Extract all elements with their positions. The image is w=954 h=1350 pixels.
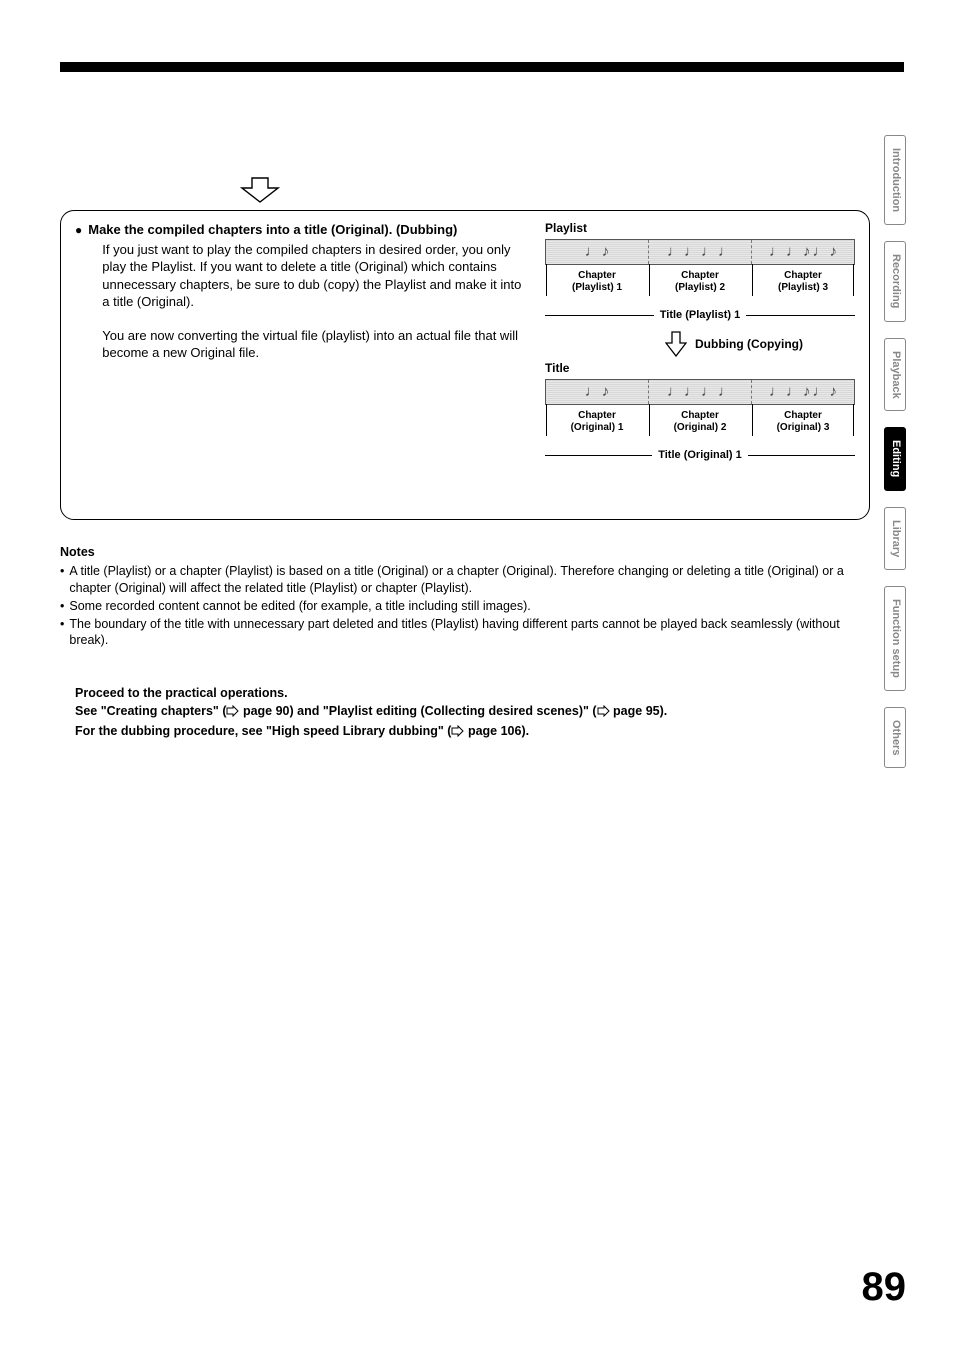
- down-arrow-icon: [240, 176, 280, 209]
- original-seg-2: ♩♩♩♩ Chapter(Original) 2: [649, 380, 752, 404]
- notes-section: Notes •A title (Playlist) or a chapter (…: [60, 544, 870, 650]
- tab-editing[interactable]: Editing: [884, 427, 906, 490]
- step-para-2: You are now converting the virtual file …: [88, 327, 525, 362]
- tab-playback[interactable]: Playback: [884, 338, 906, 412]
- dubbing-step-box: ● Make the compiled chapters into a titl…: [60, 210, 870, 520]
- page-ref-arrow-icon: [226, 704, 239, 722]
- page: ● Make the compiled chapters into a titl…: [0, 0, 954, 1350]
- playlist-title-label: Title (Playlist) 1: [545, 309, 855, 321]
- playlist-label: Playlist: [545, 221, 855, 235]
- step-title: Make the compiled chapters into a title …: [88, 221, 525, 239]
- original-strip: ♩♪ Chapter(Original) 1 ♩♩♩♩ Chapter(Orig…: [545, 379, 855, 467]
- tab-function-setup[interactable]: Function setup: [884, 586, 906, 691]
- page-number: 89: [862, 1265, 907, 1310]
- notes-list: •A title (Playlist) or a chapter (Playli…: [60, 563, 870, 649]
- dubbing-label: Dubbing (Copying): [695, 337, 803, 351]
- notes-heading: Notes: [60, 544, 870, 561]
- note-item: •Some recorded content cannot be edited …: [60, 598, 870, 615]
- playlist-seg-1: ♩♪ Chapter(Playlist) 1: [546, 240, 649, 264]
- original-title-label: Title (Original) 1: [545, 449, 855, 461]
- note-item: •The boundary of the title with unnecess…: [60, 616, 870, 650]
- step-text: ● Make the compiled chapters into a titl…: [75, 221, 525, 467]
- page-ref-arrow-icon: [597, 704, 610, 722]
- diagram: Playlist ♩♪ Chapter(Playlist) 1 ♩♩♩♩ Cha…: [545, 221, 855, 467]
- step-para-1: If you just want to play the compiled ch…: [88, 241, 525, 311]
- original-seg-3: ♩♩♪♩♪ Chapter(Original) 3: [752, 380, 854, 404]
- proceed-line-3: For the dubbing procedure, see "High spe…: [75, 722, 870, 742]
- dubbing-arrow: Dubbing (Copying): [665, 331, 855, 357]
- note-item: •A title (Playlist) or a chapter (Playli…: [60, 563, 870, 597]
- proceed-line-2: See "Creating chapters" ( page 90) and "…: [75, 702, 870, 722]
- proceed-line-1: Proceed to the practical operations.: [75, 684, 870, 702]
- playlist-strip: ♩♪ Chapter(Playlist) 1 ♩♩♩♩ Chapter(Play…: [545, 239, 855, 327]
- tab-recording[interactable]: Recording: [884, 241, 906, 321]
- playlist-seg-2: ♩♩♩♩ Chapter(Playlist) 2: [649, 240, 752, 264]
- title-label: Title: [545, 361, 855, 375]
- tab-library[interactable]: Library: [884, 507, 906, 570]
- side-tabs: Introduction Recording Playback Editing …: [884, 135, 906, 768]
- tab-introduction[interactable]: Introduction: [884, 135, 906, 225]
- header-bar: [60, 62, 904, 72]
- bullet-icon: ●: [75, 221, 82, 362]
- tab-others[interactable]: Others: [884, 707, 906, 768]
- page-ref-arrow-icon: [451, 724, 464, 742]
- original-seg-1: ♩♪ Chapter(Original) 1: [546, 380, 649, 404]
- playlist-seg-3: ♩♩♪♩♪ Chapter(Playlist) 3: [752, 240, 854, 264]
- proceed-text: Proceed to the practical operations. See…: [75, 684, 870, 742]
